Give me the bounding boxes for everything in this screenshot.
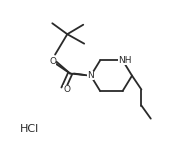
Text: N: N [87, 71, 94, 80]
Text: NH: NH [118, 56, 131, 65]
Text: HCl: HCl [19, 124, 39, 134]
Text: O: O [63, 85, 70, 94]
Text: O: O [49, 57, 56, 66]
